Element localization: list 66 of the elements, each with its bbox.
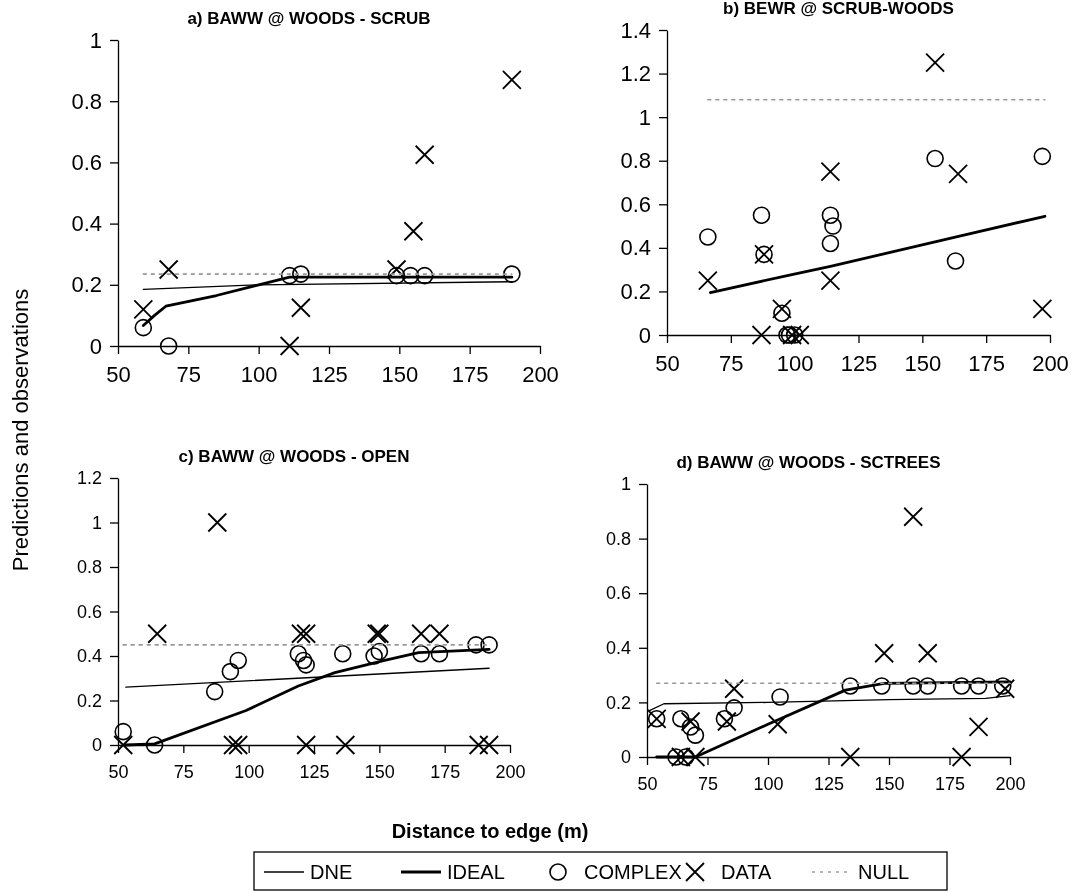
x-tick-label: 50 xyxy=(655,350,680,376)
x-tick-label: 100 xyxy=(776,350,814,376)
chart-title: c) BAWW @ WOODS - OPEN xyxy=(178,447,410,466)
y-tick-label: 0.6 xyxy=(76,601,102,622)
y-tick-label: 0.6 xyxy=(605,583,631,604)
x-tick-label: 200 xyxy=(495,761,526,782)
y-tick-label: 1.4 xyxy=(620,17,651,43)
x-tick-label: 100 xyxy=(240,361,278,387)
x-tick-label: 75 xyxy=(697,773,719,794)
y-tick-label: 1.2 xyxy=(76,468,102,489)
y-tick-label: 1.2 xyxy=(620,61,651,87)
y-tick-label: 0.8 xyxy=(620,148,651,174)
y-tick-label: 0.4 xyxy=(620,235,651,261)
y-tick-label: 0 xyxy=(91,735,102,756)
y-tick-label: 1 xyxy=(91,512,102,533)
y-tick-label: 0.2 xyxy=(605,692,631,713)
y-tick-label: 0 xyxy=(620,747,631,768)
y-tick-label: 0.8 xyxy=(605,528,631,549)
x-axis-title: Distance to edge (m) xyxy=(391,820,589,842)
x-tick-label: 50 xyxy=(106,361,131,387)
x-tick-label: 150 xyxy=(381,361,419,387)
x-tick-label: 125 xyxy=(813,773,845,794)
x-tick-label: 50 xyxy=(108,761,129,782)
x-tick-label: 150 xyxy=(874,773,905,794)
x-tick-label: 125 xyxy=(311,361,348,387)
y-tick-label: 0.6 xyxy=(71,149,102,175)
y-tick-label: 0.4 xyxy=(76,646,102,667)
y-tick-label: 0 xyxy=(638,322,651,348)
y-tick-label: 0.2 xyxy=(76,690,102,711)
y-tick-label: 0.2 xyxy=(71,272,102,298)
x-tick-label: 200 xyxy=(1032,350,1069,376)
legend-label: NULL xyxy=(858,861,910,883)
x-tick-label: 200 xyxy=(995,773,1026,794)
x-tick-label: 200 xyxy=(522,361,559,387)
legend-label: IDEAL xyxy=(447,861,505,883)
legend-label: DATA xyxy=(721,861,773,883)
x-tick-label: 75 xyxy=(176,361,202,387)
y-tick-label: 0.8 xyxy=(76,557,102,578)
x-tick-label: 175 xyxy=(968,350,1006,376)
x-tick-label: 75 xyxy=(173,761,194,782)
x-tick-label: 75 xyxy=(719,350,744,376)
y-tick-label: 1 xyxy=(620,474,631,495)
x-tick-label: 150 xyxy=(364,761,395,782)
y-axis-title: Predictions and observations xyxy=(8,288,33,572)
x-tick-label: 125 xyxy=(299,761,330,782)
y-tick-label: 0 xyxy=(89,333,102,359)
x-tick-label: 175 xyxy=(451,361,489,387)
legend-label: COMPLEX xyxy=(584,861,682,883)
x-tick-label: 125 xyxy=(840,350,878,376)
y-tick-label: 0.4 xyxy=(71,211,102,237)
x-tick-label: 175 xyxy=(934,773,966,794)
y-tick-label: 1 xyxy=(638,104,651,130)
y-tick-label: 0.4 xyxy=(605,638,631,659)
legend-label: DNE xyxy=(310,861,353,883)
x-tick-label: 50 xyxy=(637,773,658,794)
chart-title: b) BEWR @ SCRUB-WOODS xyxy=(723,0,954,18)
chart-title: a) BAWW @ WOODS - SCRUB xyxy=(187,9,431,28)
x-tick-label: 150 xyxy=(904,350,942,376)
y-tick-label: 1 xyxy=(89,27,102,53)
x-tick-label: 100 xyxy=(234,761,265,782)
chart-title: d) BAWW @ WOODS - SCTREES xyxy=(676,453,941,472)
x-tick-label: 175 xyxy=(430,761,461,782)
y-tick-label: 0.8 xyxy=(71,88,102,114)
x-tick-label: 100 xyxy=(753,773,784,794)
y-tick-label: 0.6 xyxy=(620,191,651,217)
y-tick-label: 0.2 xyxy=(620,278,651,304)
